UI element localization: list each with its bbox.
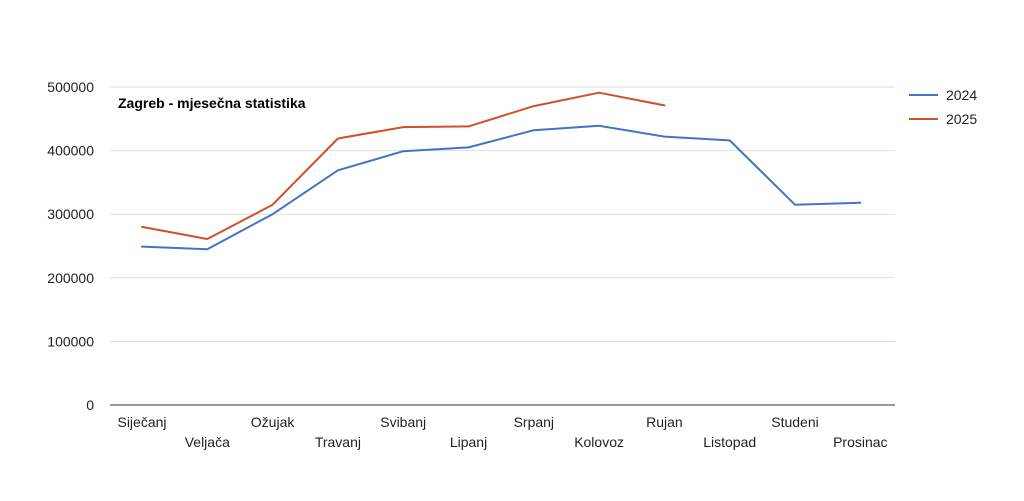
legend-label: 2024 xyxy=(946,87,977,103)
y-tick-label: 300000 xyxy=(47,206,94,222)
y-tick-label: 100000 xyxy=(47,333,94,349)
x-tick-label: Prosinac xyxy=(833,434,887,450)
x-tick-label: Ožujak xyxy=(251,414,296,430)
x-tick-label: Listopad xyxy=(703,434,756,450)
chart-title: Zagreb - mjesečna statistika xyxy=(118,95,306,111)
x-tick-label: Rujan xyxy=(646,414,683,430)
x-axis-ticks: Siječanj Veljača Ožujak Travanj Svibanj Lipan… xyxy=(117,414,887,450)
y-tick-label: 400000 xyxy=(47,143,94,159)
x-tick-label: Lipanj xyxy=(450,434,487,450)
x-tick-label: Svibanj xyxy=(380,414,426,430)
y-tick-label: 0 xyxy=(86,397,94,413)
x-tick-label: Travanj xyxy=(315,434,361,450)
y-axis-ticks: 0 100000 200000 300000 400000 500000 xyxy=(47,79,94,413)
y-tick-label: 500000 xyxy=(47,79,94,95)
legend-label: 2025 xyxy=(946,111,977,127)
legend: 2024 2025 xyxy=(909,87,977,127)
x-tick-label: Kolovoz xyxy=(574,434,624,450)
y-tick-label: 200000 xyxy=(47,270,94,286)
series-lines xyxy=(141,91,862,251)
x-tick-label: Siječanj xyxy=(117,414,166,430)
series-line-2024 xyxy=(141,124,862,251)
series-line-2025 xyxy=(141,91,666,240)
grid-lines xyxy=(110,86,895,342)
x-tick-label: Srpanj xyxy=(514,414,554,430)
x-tick-label: Veljača xyxy=(185,434,230,450)
x-tick-label: Studeni xyxy=(771,414,818,430)
